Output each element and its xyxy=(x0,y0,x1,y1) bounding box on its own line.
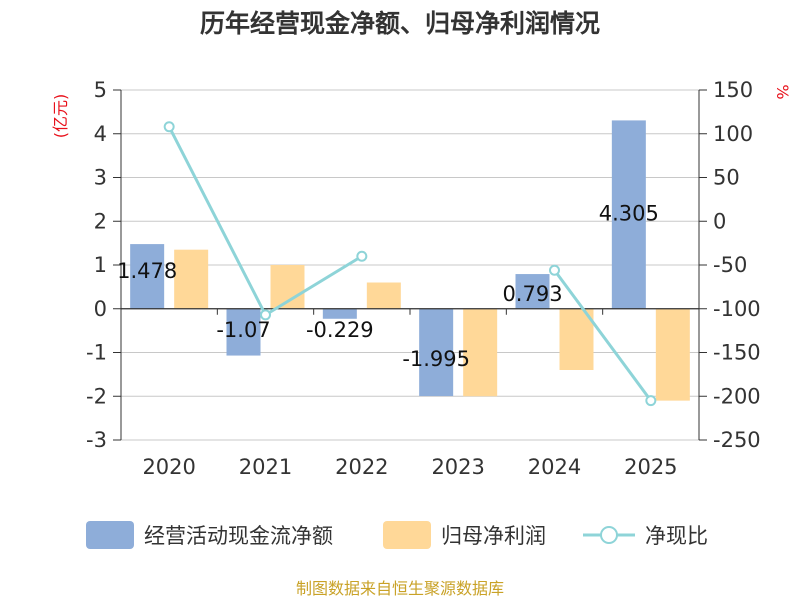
legend-item[interactable]: 归母净利润 xyxy=(383,521,546,549)
right-tick-label: -50 xyxy=(713,253,747,277)
legend-item[interactable]: 净现比 xyxy=(583,524,708,548)
right-tick-label: -150 xyxy=(713,341,761,365)
left-tick-label: 0 xyxy=(94,297,107,321)
left-tick-label: 5 xyxy=(94,78,107,102)
left-tick-label: 4 xyxy=(94,122,107,146)
cashflow-bar xyxy=(611,120,646,309)
category-label: 2024 xyxy=(528,455,581,479)
left-tick-label: -3 xyxy=(86,428,107,452)
cashflow-data-label: 1.478 xyxy=(117,259,177,283)
ratio-point xyxy=(260,309,271,321)
legend-label: 净现比 xyxy=(645,524,708,548)
cashflow-data-label: 4.305 xyxy=(599,201,659,225)
legend-item[interactable]: 经营活动现金流净额 xyxy=(86,521,333,549)
data-labels: 1.478 -1.07 -0.229 -1.995 0.793 4.305 xyxy=(117,201,659,371)
ratio-point xyxy=(645,395,657,407)
left-tick-label: 1 xyxy=(94,253,107,277)
right-tick-label: 0 xyxy=(713,209,726,233)
category-label: 2023 xyxy=(431,455,484,479)
cashflow-bar xyxy=(130,244,165,309)
category-label: 2020 xyxy=(142,455,195,479)
bar-group xyxy=(130,120,690,401)
cashflow-data-label: -1.07 xyxy=(216,318,270,342)
ratio-point xyxy=(356,250,368,262)
cashflow-bar xyxy=(419,308,454,397)
source-note: 制图数据来自恒生聚源数据库 xyxy=(296,579,504,598)
net-profit-bar xyxy=(366,282,401,309)
ratio-line-segment xyxy=(553,269,653,402)
ratio-point xyxy=(163,121,175,133)
net-profit-bar xyxy=(559,308,594,370)
chart-title: 历年经营现金净额、归母净利润情况 xyxy=(200,9,600,38)
category-label: 2025 xyxy=(624,455,677,479)
cashflow-bar xyxy=(322,308,357,319)
legend: 经营活动现金流净额 归母净利润 净现比 xyxy=(86,521,708,549)
left-tick-label: 2 xyxy=(94,209,107,233)
net-profit-bar xyxy=(463,308,498,397)
right-tick-label: 150 xyxy=(713,78,753,102)
left-tick-label: 3 xyxy=(94,166,107,190)
ratio-point xyxy=(549,264,560,276)
net-profit-bar xyxy=(174,249,209,309)
left-tick-label: -1 xyxy=(86,341,107,365)
legend-label: 归母净利润 xyxy=(441,524,546,548)
legend-swatch-ratio-marker xyxy=(600,526,618,544)
net-profit-bar xyxy=(655,308,690,401)
cashflow-bar xyxy=(226,308,261,356)
left-tick-label: -2 xyxy=(86,384,107,408)
left-axis-unit-label: (亿元) xyxy=(51,94,70,139)
right-tick-label: -200 xyxy=(713,384,761,408)
legend-swatch-cashflow xyxy=(86,521,134,549)
cashflow-bar xyxy=(515,274,550,309)
category-label: 2021 xyxy=(239,455,292,479)
right-tick-label: -100 xyxy=(713,297,761,321)
legend-swatch-net-profit xyxy=(383,521,431,549)
axes: 5 4 3 2 1 0 -1 -2 -3 150 100 50 0 -50 -100 -150 -200 -250… xyxy=(86,78,761,479)
cashflow-data-label: 0.793 xyxy=(502,282,562,306)
right-axis-unit-label: % xyxy=(773,84,792,99)
ratio-line-group xyxy=(163,121,657,407)
category-label: 2022 xyxy=(335,455,388,479)
legend-label: 经营活动现金流净额 xyxy=(144,524,333,548)
right-tick-label: 100 xyxy=(713,122,753,146)
right-tick-label: 50 xyxy=(713,166,740,190)
cashflow-data-label: -0.229 xyxy=(306,318,374,342)
cashflow-data-label: -1.995 xyxy=(402,347,470,371)
right-tick-label: -250 xyxy=(713,428,761,452)
